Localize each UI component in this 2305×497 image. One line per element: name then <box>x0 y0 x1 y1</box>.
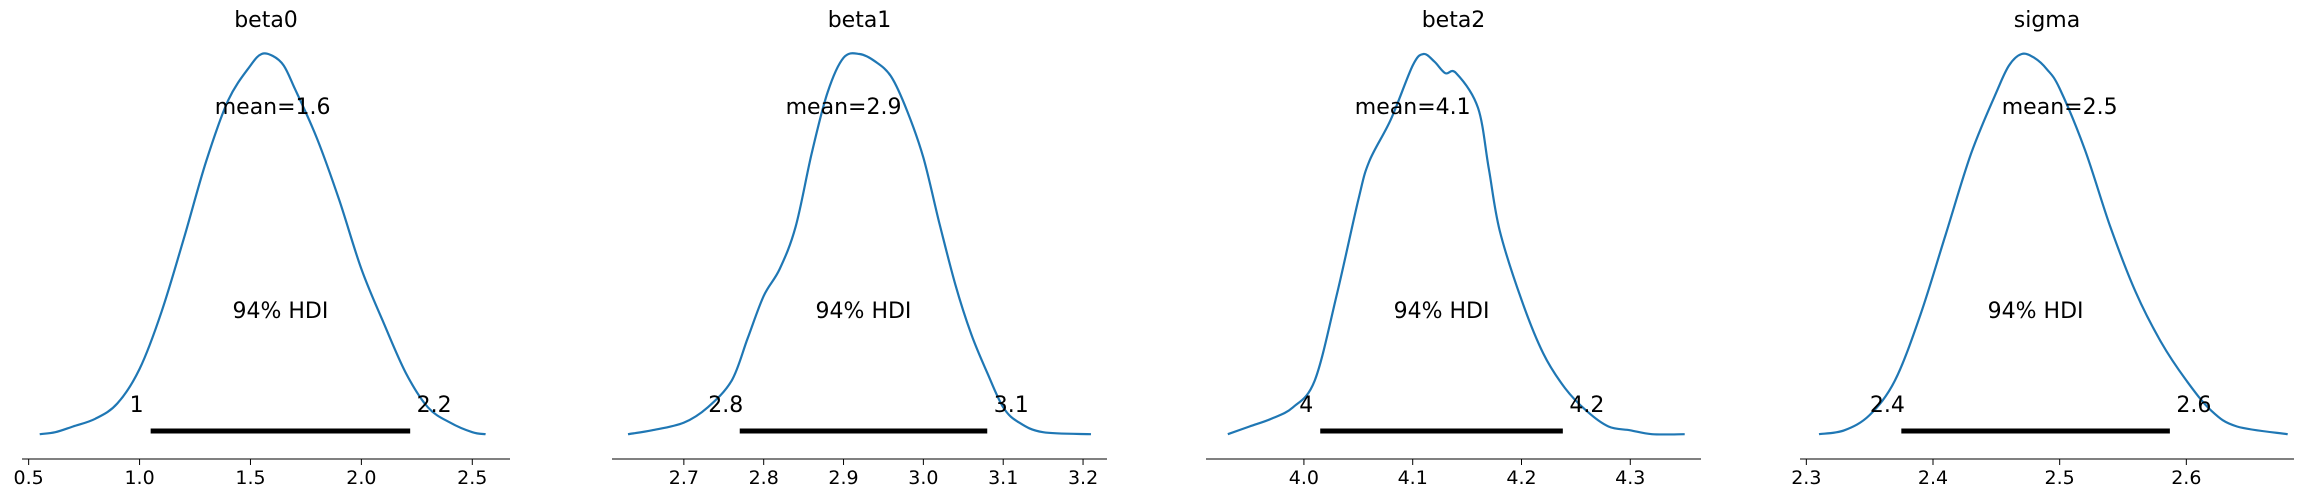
subplot-title: sigma <box>2014 8 2080 33</box>
x-tick-label: 3.2 <box>1068 467 1098 489</box>
x-tick-label: 2.3 <box>1791 467 1821 489</box>
x-tick-label: 2.6 <box>2171 467 2201 489</box>
hdi-high-label: 2.6 <box>2176 393 2211 418</box>
hdi-label: 94% HDI <box>1394 299 1490 324</box>
x-tick-label: 3.0 <box>908 467 938 489</box>
hdi-label: 94% HDI <box>232 299 328 324</box>
x-tick-label: 1.5 <box>235 467 265 489</box>
hdi-high-label: 2.2 <box>417 393 452 418</box>
x-tick-label: 2.8 <box>749 467 779 489</box>
density-curve <box>39 52 486 436</box>
x-tick-label: 3.1 <box>988 467 1018 489</box>
x-tick-label: 2.5 <box>2045 467 2075 489</box>
density-curve <box>1227 52 1685 436</box>
x-tick-label: 1.0 <box>124 467 154 489</box>
hdi-low-label: 1 <box>130 393 144 418</box>
hdi-label: 94% HDI <box>1988 299 2084 324</box>
hdi-label: 94% HDI <box>816 299 912 324</box>
subplot-sigma: sigma mean=2.5 94% HDI 2.4 2.6 2.3 2.4 2.5 2.6 <box>1791 8 2294 489</box>
x-tick-label: 4.3 <box>1615 467 1645 489</box>
x-tick-label: 4.2 <box>1506 467 1536 489</box>
x-tick-label: 2.7 <box>669 467 699 489</box>
density-curve <box>1818 52 2288 436</box>
x-tick-label: 4.0 <box>1289 467 1319 489</box>
subplot-title: beta0 <box>234 8 298 33</box>
hdi-high-label: 3.1 <box>994 393 1029 418</box>
mean-label: mean=2.5 <box>2002 95 2118 120</box>
x-tick-label: 2.4 <box>1918 467 1948 489</box>
mean-label: mean=2.9 <box>786 95 902 120</box>
x-tick-label: 2.9 <box>828 467 858 489</box>
x-tick-label: 2.0 <box>346 467 376 489</box>
hdi-low-label: 4 <box>1299 393 1313 418</box>
hdi-low-label: 2.8 <box>708 393 743 418</box>
density-curve <box>627 52 1092 436</box>
mean-label: mean=4.1 <box>1355 95 1471 120</box>
x-tick-label: 2.5 <box>457 467 487 489</box>
hdi-high-label: 4.2 <box>1569 393 1604 418</box>
subplot-title: beta2 <box>1422 8 1486 33</box>
mean-label: mean=1.6 <box>215 95 331 120</box>
subplot-beta2: beta2 mean=4.1 94% HDI 4 4.2 4.0 4.1 4.2 4.3 <box>1206 8 1701 489</box>
x-tick-label: 4.1 <box>1398 467 1428 489</box>
x-tick-label: 0.5 <box>14 467 44 489</box>
subplot-beta1: beta1 mean=2.9 94% HDI 2.8 3.1 2.7 2.8 2.9 3.0 3.… <box>612 8 1107 489</box>
subplot-beta0: beta0 mean=1.6 94% HDI 1 2.2 0.5 1.0 1.5 2.0 2.5 <box>14 8 510 489</box>
subplot-title: beta1 <box>828 8 892 33</box>
hdi-low-label: 2.4 <box>1870 393 1905 418</box>
